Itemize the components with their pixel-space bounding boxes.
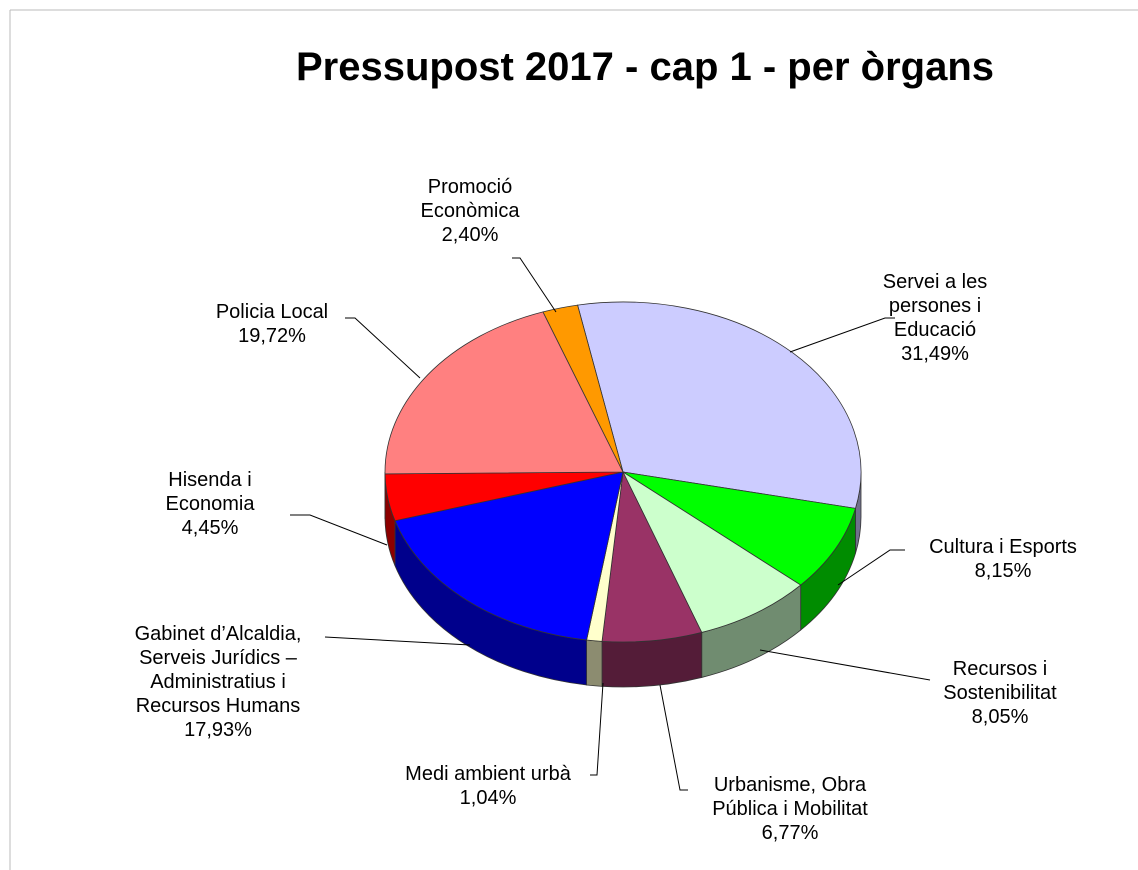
data-label: Servei a les persones i Educació 31,49% — [870, 270, 1000, 366]
value-label: 4,45% — [181, 517, 239, 539]
leader-line — [789, 317, 895, 353]
slice — [394, 471, 624, 641]
value-label: 6,77% — [761, 822, 819, 844]
category-label: Policia Local — [215, 301, 329, 323]
slice — [577, 301, 862, 509]
value-label: 1,04% — [459, 787, 517, 809]
data-label: Hisenda i Economia 4,45% — [150, 468, 270, 540]
slice — [622, 470, 802, 633]
data-label: Policia Local 19,72% — [202, 300, 342, 348]
slice — [384, 311, 624, 475]
category-label: Gabinet d’Alcaldia, Serveis Jurídics – A… — [134, 623, 302, 717]
value-label: 31,49% — [901, 343, 969, 365]
data-label: Promoció Econòmica 2,40% — [415, 175, 525, 247]
leader-line — [512, 257, 557, 313]
category-label: Medi ambient urbà — [405, 763, 571, 785]
data-label: Medi ambient urbà 1,04% — [388, 762, 588, 810]
data-label: Recursos i Sostenibilitat 8,05% — [930, 657, 1070, 729]
category-label: Recursos i Sostenibilitat — [943, 658, 1057, 704]
value-label: 8,05% — [971, 706, 1029, 728]
value-label: 8,15% — [974, 560, 1032, 582]
category-label: Urbanisme, Obra Pública i Mobilitat — [712, 774, 868, 820]
slice — [542, 304, 624, 473]
slice — [622, 471, 856, 586]
slice-side — [586, 639, 603, 687]
category-label: Promoció Econòmica — [420, 176, 520, 222]
leader-line — [290, 514, 388, 546]
data-label: Gabinet d’Alcaldia, Serveis Jurídics – A… — [121, 622, 316, 742]
chart-title: Pressupost 2017 - cap 1 - per òrgans — [295, 45, 995, 89]
data-label: Cultura i Esports 8,15% — [903, 535, 1103, 583]
leader-line — [345, 317, 421, 379]
leader-line — [324, 636, 471, 646]
leader-line — [590, 682, 604, 776]
category-label: Cultura i Esports — [929, 536, 1077, 558]
data-label: Urbanisme, Obra Pública i Mobilitat 6,77% — [695, 773, 885, 845]
category-label: Servei a les persones i Educació — [882, 271, 988, 341]
leader-line — [837, 549, 905, 586]
category-label: Hisenda i Economia — [165, 469, 255, 515]
leader-line — [659, 684, 688, 791]
value-label: 19,72% — [238, 325, 306, 347]
value-label: 17,93% — [184, 719, 252, 741]
leader-line — [759, 649, 931, 681]
value-label: 2,40% — [441, 224, 499, 246]
